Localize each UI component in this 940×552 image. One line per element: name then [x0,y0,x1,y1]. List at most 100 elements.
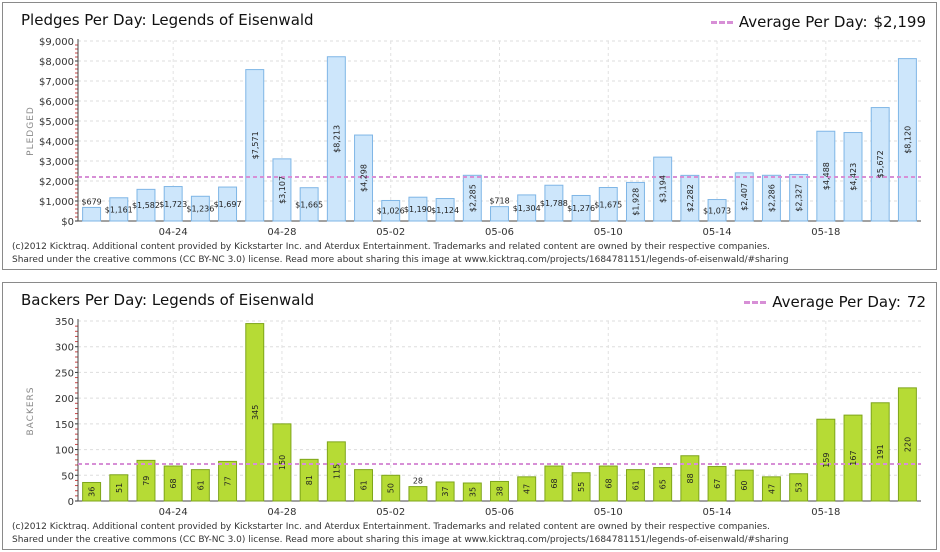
data-label: 65 [659,479,668,489]
bar [843,414,863,502]
x-tick-label: 05-14 [703,227,732,238]
backers-bar-chart: 0 50 100 150 200 250 300 350 04-24 04-28 05-02 05-0… [26,317,921,518]
bar [326,441,346,502]
credit-line: Shared under the creative commons (CC BY… [12,535,789,545]
y-tick-label: 250 [55,368,74,379]
pledges-average-value: $2,199 [873,13,927,31]
bar [870,107,890,222]
y-tick-label: 300 [55,343,74,354]
y-tick-label: $6,000 [39,97,74,108]
data-label: $1,582 [132,201,160,210]
bar [789,173,809,222]
bar [218,186,238,222]
data-label: $4,488 [822,162,831,190]
bar [462,174,482,222]
data-label: $1,161 [105,205,133,214]
backers-chart-panel: Backers Per Day: Legends of Eisenwald Av… [2,282,937,550]
credit-line: (c)2012 Kicktraq. Additional content pro… [12,522,770,532]
bar [517,194,537,222]
bar [490,480,509,502]
bar [381,199,401,222]
data-label: $1,190 [404,205,432,214]
x-tick-label: 05-06 [485,507,514,518]
bar [109,474,129,502]
bar [571,194,591,222]
bar [245,69,265,222]
data-label: 47 [767,484,776,494]
backers-legend: Average Per Day: 72 [744,293,926,311]
pledges-chart-panel: Pledges Per Day: Legends of Eisenwald Av… [2,2,937,270]
bar [680,174,700,222]
data-label: $1,675 [594,200,622,209]
data-label: $4,298 [360,164,369,192]
data-label: $1,276 [567,204,595,213]
data-label: 67 [713,479,722,489]
data-label: $2,327 [795,184,804,212]
data-label: 79 [142,476,151,486]
y-tick-label: $4,000 [39,137,74,148]
data-label: 50 [387,483,396,493]
y-tick-label: $5,000 [39,117,74,128]
data-label: $3,107 [278,176,287,204]
y-tick-label: $3,000 [39,157,74,168]
bar [82,206,102,222]
data-label: 28 [413,477,423,486]
data-label: $1,723 [159,200,187,209]
data-label: $718 [489,197,509,206]
data-label: $1,124 [431,206,459,215]
x-tick-label: 04-24 [159,507,188,518]
data-label: $1,665 [295,200,323,209]
data-label: 150 [278,455,287,470]
bar [544,465,564,502]
y-tick-label: 150 [55,420,74,431]
x-tick-label: 05-10 [594,227,623,238]
data-label: 159 [822,452,831,467]
pledges-credit: (c)2012 Kicktraq. Additional content pro… [12,241,789,267]
y-tick-label: $0 [61,217,74,228]
y-tick-label: $2,000 [39,177,74,188]
data-label: $8,120 [903,126,912,154]
bar [245,323,265,502]
bar [163,465,183,502]
data-label: $1,697 [214,200,242,209]
bar [435,481,455,502]
data-label: 345 [251,405,260,420]
data-label: 61 [631,480,640,490]
data-label: $2,286 [767,184,776,212]
bar [109,197,129,222]
bar [490,206,509,222]
y-tick-label: 350 [55,317,74,328]
y-tick-label: $9,000 [39,37,74,48]
y-tick-label: 200 [55,394,74,405]
bar [625,469,645,502]
data-label: 167 [849,450,858,465]
data-label: 61 [196,480,205,490]
data-label: 220 [903,437,912,452]
bar [598,465,618,502]
y-tick-label: $1,000 [39,197,74,208]
data-label: 47 [523,484,532,494]
bar [625,181,645,222]
data-label: 68 [169,478,178,488]
data-label: $2,285 [468,184,477,212]
bar [82,481,102,502]
pledges-legend-label: Average Per Day: [738,13,868,31]
bar [326,56,346,222]
x-tick-label: 04-28 [267,227,296,238]
data-label: $1,026 [377,207,405,216]
bar [761,476,781,502]
y-tick-label: $7,000 [39,77,74,88]
bar [707,466,727,502]
bar [680,455,700,502]
bar [462,482,482,502]
bar [707,199,727,222]
pledges-bar-chart: $0 $1,000 $2,000 $3,000 $4,000 $5,000 $6,000 $7… [26,37,921,238]
pledges-chart-title: Pledges Per Day: Legends of Eisenwald [21,11,314,29]
data-label: 77 [224,476,233,486]
bar [734,172,754,222]
data-label: 55 [577,482,586,492]
bar [435,198,455,222]
data-label: 68 [550,478,559,488]
data-label: $3,194 [659,175,668,203]
data-label: 115 [332,464,341,479]
